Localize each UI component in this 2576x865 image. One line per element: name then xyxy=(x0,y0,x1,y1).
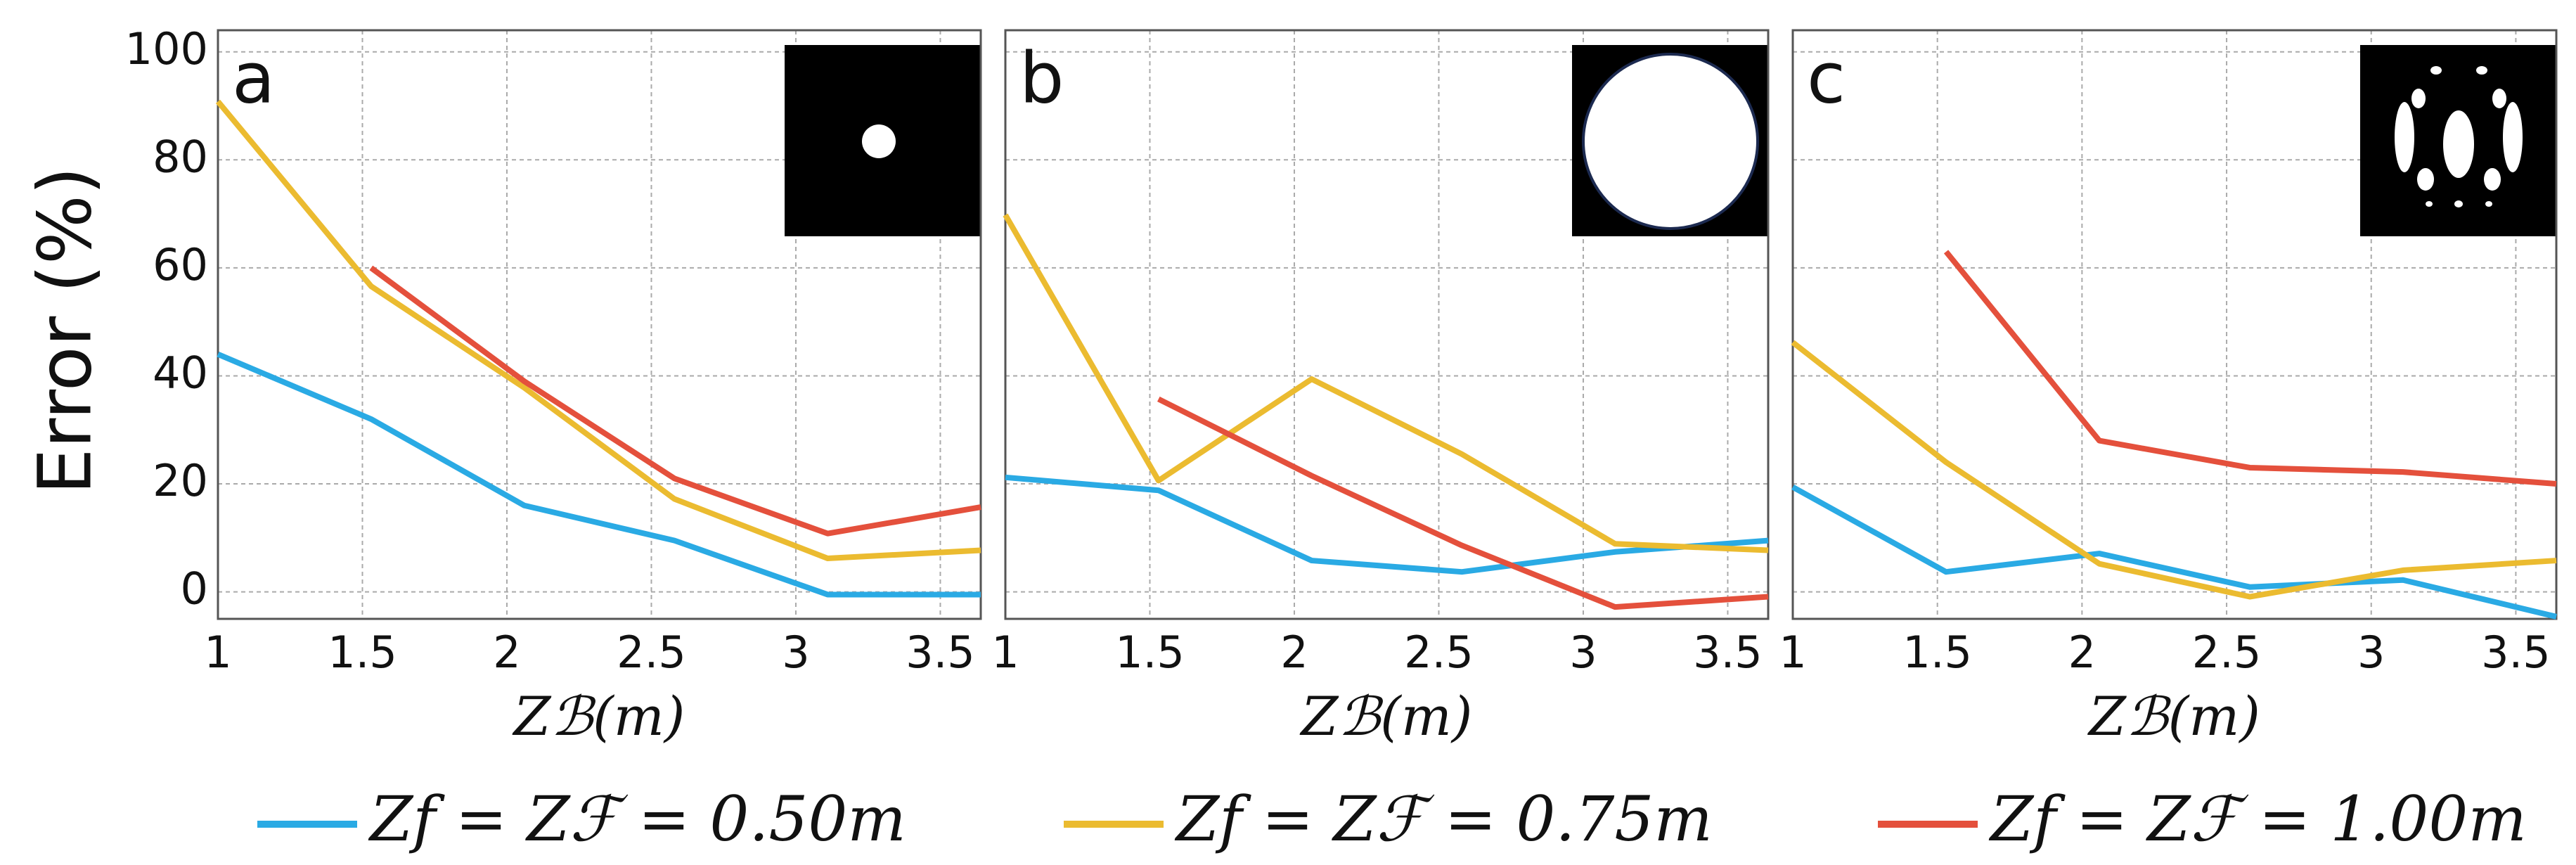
x-tick-label: 3 xyxy=(1569,627,1597,678)
x-axis-label: Zℬ(m) xyxy=(513,685,685,748)
series-line xyxy=(1791,340,2557,600)
series-line xyxy=(1005,474,1769,575)
x-tick-label: 2.5 xyxy=(2192,627,2262,678)
x-axis-label: Zℬ(m) xyxy=(1300,685,1473,748)
x-tick-label: 2 xyxy=(2068,627,2096,678)
x-tick-label: 1.5 xyxy=(328,627,397,678)
x-tick-label: 1.5 xyxy=(1902,627,1972,678)
y-tick-label: 100 xyxy=(125,23,208,75)
panel-label: b xyxy=(1019,37,1064,119)
legend-label: Zf = Zℱ = 1.00m xyxy=(1988,783,2527,855)
x-tick-label: 1 xyxy=(204,627,231,678)
series-line xyxy=(1791,485,2557,620)
x-tick-label: 1 xyxy=(991,627,1019,678)
y-tick-label: 0 xyxy=(181,563,208,615)
plot-frame xyxy=(1004,29,1770,620)
legend-label: Zf = Zℱ = 0.50m xyxy=(368,783,906,855)
inset-disk xyxy=(1582,53,1759,230)
y-tick-label: 20 xyxy=(153,455,208,506)
series-line xyxy=(1157,396,1769,610)
x-tick-label: 1 xyxy=(1779,627,1806,678)
plot-frame xyxy=(1791,29,2558,620)
x-tick-label: 1.5 xyxy=(1115,627,1185,678)
x-tick-label: 3 xyxy=(782,627,809,678)
plot-frame xyxy=(217,29,982,620)
insets xyxy=(785,45,2556,236)
y-tick-label: 80 xyxy=(153,131,208,182)
x-tick-label: 2 xyxy=(493,627,520,678)
x-tick-label: 2.5 xyxy=(1404,627,1474,678)
y-axis-label: Error (%) xyxy=(22,167,108,495)
series-line xyxy=(1943,250,2557,487)
panel-label: c xyxy=(1807,37,1846,119)
x-tick-label: 3 xyxy=(2357,627,2385,678)
y-tick-label: 60 xyxy=(153,239,208,290)
series-line xyxy=(217,352,981,598)
x-tick-label: 2 xyxy=(1280,627,1308,678)
inset-blobs xyxy=(2395,66,2523,207)
x-tick-label: 3.5 xyxy=(1693,627,1763,678)
x-tick-label: 3.5 xyxy=(906,627,975,678)
series-line xyxy=(1003,213,1769,553)
x-tick-label: 2.5 xyxy=(617,627,686,678)
y-tick-label: 40 xyxy=(153,347,208,399)
inset-dot xyxy=(862,124,896,158)
x-axis-label: Zℬ(m) xyxy=(2087,685,2260,748)
series-line xyxy=(369,265,981,537)
panel-label: a xyxy=(232,37,275,119)
x-tick-label: 3.5 xyxy=(2481,627,2551,678)
legend-label: Zf = Zℱ = 0.75m xyxy=(1174,783,1713,855)
series-line xyxy=(215,99,981,561)
